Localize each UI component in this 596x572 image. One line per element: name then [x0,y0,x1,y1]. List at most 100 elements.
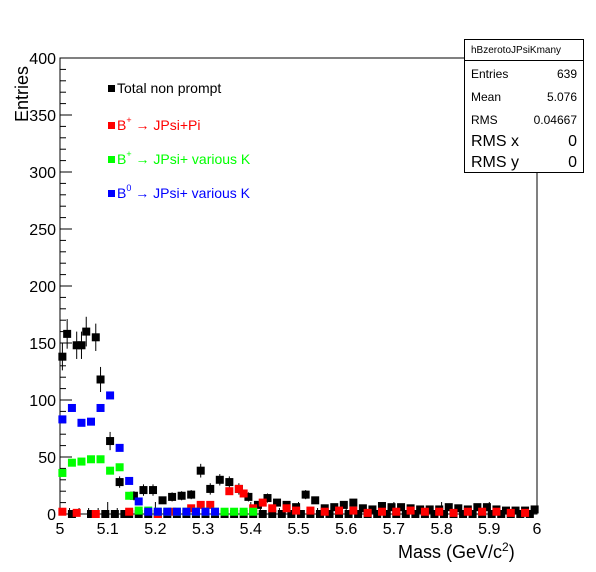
series-1-point [91,510,100,518]
series-3-point [144,507,153,516]
legend-entry-bzero-k: B0 → JPsi+ various K [108,183,250,201]
y-tick-label: 150 [29,336,56,353]
series-2-point [249,507,258,516]
series-3-point [191,507,200,516]
x-tick-label: 5.4 [240,521,262,538]
series-0-point [177,491,186,500]
series-0-point [206,484,215,493]
series-1-point [168,507,177,516]
stats-rmsx-value: 0 [568,133,577,150]
series-3-point [106,391,115,400]
x-tick-label: 5.2 [144,521,166,538]
series-2-point [96,455,105,464]
series-1-point [363,508,372,517]
y-tick-label: 50 [38,450,56,467]
series-0-point [511,506,520,515]
series-0-point [430,510,439,518]
series-1-point [239,489,248,498]
series-0-point [139,486,148,495]
legend-label-bplus-k: B [117,151,127,167]
stats-rmsy-value: 0 [568,154,577,171]
x-tick-label: 5.6 [335,521,357,538]
x-axis-label: Mass (GeV/c2) [398,540,515,562]
series-1-point [282,504,291,513]
series-0-point [87,510,96,518]
legend-marker-bplus-k [108,156,115,163]
series-2-point [125,491,134,500]
series-0-point [349,498,358,507]
series-0-point [382,510,391,518]
series-3-point [96,403,105,412]
series-1-point [225,487,234,496]
y-tick-label: 400 [29,51,56,68]
series-3-point [153,507,162,516]
series-1-point [258,498,267,507]
legend-label-total: Total non prompt [117,80,222,96]
series-3-point [77,418,86,427]
series-1-point [196,500,205,509]
series-0-point [473,503,482,512]
series-2-point [77,457,86,466]
series-2-point [220,507,229,516]
series-0-point [315,510,324,518]
stats-rmsy-label: RMS y [471,154,519,171]
series-0-point [377,502,386,511]
series-1-point [206,500,215,509]
series-1-point [521,508,530,517]
series-0-point [72,341,81,350]
series-2-point [67,458,76,467]
series-0-point [58,352,67,361]
series-0-point [253,500,262,509]
series-1-point [320,507,329,516]
stats-rmsx-label: RMS x [471,133,519,150]
y-tick-label: 350 [29,108,56,125]
stats-mean-value: 5.076 [546,90,577,104]
series-0-point [63,329,72,338]
series-0-point [416,505,425,514]
data-points [58,316,539,518]
legend-label-bplus-pi: B [117,117,127,133]
series-3-point [134,497,143,506]
series-0-point [215,475,224,484]
series-2-point [87,455,96,464]
x-tick-label: 5.7 [383,521,405,538]
series-0-point [373,510,382,518]
series-2-point [58,468,67,477]
series-1-point [463,507,472,516]
series-0-point [387,503,396,512]
series-1-point [306,506,315,515]
y-tick-label: 200 [29,279,56,296]
stats-title: hBzerotoJPsiKmany [465,40,583,61]
stats-rms-label: RMS [471,113,498,127]
series-3-point [67,403,76,412]
series-0-point [120,510,129,518]
series-3-point [87,417,96,426]
series-1-point [187,504,196,513]
x-tick-label: 5.9 [478,521,500,538]
series-0-point [454,504,463,513]
y-tick-label: 250 [29,222,56,239]
series-1-point [492,507,501,516]
series-0-point [273,498,282,507]
series-0-point [487,510,496,518]
series-0-point [77,341,86,350]
series-1-point [449,508,458,517]
series-0-point [115,478,124,487]
series-1-point [420,507,429,516]
stats-mean-label: Mean [471,90,502,104]
series-1-point [58,507,67,516]
legend-label-bzero-k: B [117,185,127,201]
series-0-point [401,510,410,518]
x-tick-label: 5.8 [430,521,452,538]
series-1-point [335,506,344,515]
series-1-point [478,507,487,516]
series-0-point [411,510,420,518]
series-0-point [225,478,234,487]
series-3-point [172,507,181,516]
series-0-point [301,490,310,499]
series-1-point [72,508,81,517]
legend-marker-bplus-pi [108,122,115,129]
x-tick-label: 5.5 [287,521,309,538]
series-2-point [134,506,143,515]
